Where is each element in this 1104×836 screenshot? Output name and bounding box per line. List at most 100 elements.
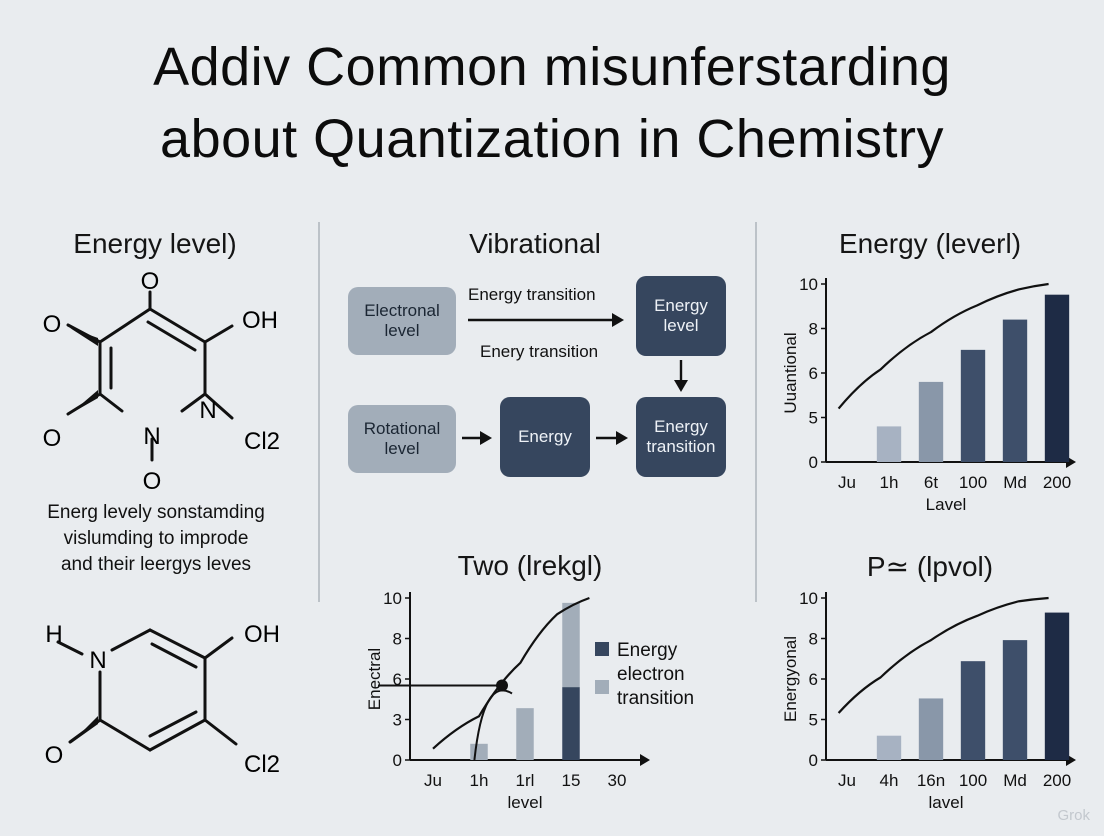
flow-panel-title: Vibrational — [469, 228, 601, 259]
page-title-line2: about Quantization in Chemistry — [160, 109, 944, 169]
left-caption: Energ levely sonstamding vislumding to i… — [20, 500, 292, 578]
y-tick-label: 6 — [393, 670, 402, 689]
energy-level-box: Energy level — [636, 276, 726, 356]
chart1-energy-level: 0 5 6 8 10 Ju 1h 6t 100 Md 200 Lavel Uuantional — [781, 275, 1076, 514]
y-axis-label: Uuantional — [781, 332, 800, 413]
bar-Md — [1002, 319, 1028, 462]
y-tick-label: 8 — [393, 630, 402, 649]
x-tick-label: 1rl — [516, 771, 535, 790]
y-tick-label: 10 — [799, 589, 818, 608]
atom-cl-2: Cl2 — [244, 751, 280, 778]
y-axis-label: Energyonal — [781, 636, 800, 722]
x-tick-label: 15 — [562, 771, 581, 790]
marker-point — [496, 679, 508, 692]
x-axis-label: Lavel — [926, 495, 967, 514]
legend-label-transition: transition — [617, 688, 694, 709]
atom-oh-2: OH — [244, 621, 280, 648]
x-axis-label: lavel — [929, 793, 964, 812]
caption-line-1: Energ levely sonstamding — [47, 502, 265, 523]
y-tick-label: 0 — [393, 751, 402, 770]
bar-4h — [876, 735, 902, 760]
bar-16n — [918, 698, 944, 760]
y-tick-label: 3 — [393, 711, 402, 730]
bar-100 — [960, 349, 986, 462]
molecule-1: O O OH O N N Cl2 O — [43, 268, 280, 495]
legend-swatch-energy — [595, 642, 609, 656]
caption-line-2: vislumding to improde — [63, 528, 249, 549]
y-tick-label: 10 — [799, 275, 818, 294]
atom-h: H — [45, 621, 62, 648]
trend-curve — [837, 282, 1049, 410]
chart1-title: Energy (leverl) — [838, 228, 1022, 259]
x-tick-label: 200 — [1043, 771, 1071, 790]
x-tick-label: Ju — [838, 473, 856, 492]
divider-left — [318, 222, 320, 602]
atom-n-o: O — [143, 468, 162, 495]
atom-n2: N — [199, 397, 216, 424]
x-tick-label: 200 — [1043, 473, 1071, 492]
y-tick-label: 6 — [809, 670, 818, 689]
legend-label-energy: Energy — [617, 640, 678, 661]
x-axis-label: level — [508, 793, 543, 812]
atom-n: N — [89, 647, 106, 674]
atom-n1: N — [143, 423, 160, 450]
energy-transition-box: Energy transition — [636, 397, 726, 477]
transition-label-top: Energy transition — [468, 285, 596, 304]
chart2-two-level: 0 3 6 8 10 Ju 1h 1rl 15 30 level Enectral Energy elec… — [365, 589, 694, 812]
atom-o-top: O — [141, 268, 160, 295]
x-tick-label: 100 — [959, 771, 987, 790]
x-tick-label: 30 — [608, 771, 627, 790]
atom-o-left: O — [43, 311, 62, 338]
x-tick-label: Md — [1003, 473, 1027, 492]
x-tick-label: 16n — [917, 771, 945, 790]
energy-box: Energy — [500, 397, 590, 477]
y-tick-label: 8 — [809, 320, 818, 339]
x-tick-label: 100 — [959, 473, 987, 492]
x-tick-label: 4h — [880, 771, 899, 790]
atom-oh: OH — [242, 307, 278, 334]
bar-15-electron — [562, 602, 580, 688]
watermark: Grok — [1057, 807, 1090, 824]
atom-cl: Cl2 — [244, 428, 280, 455]
bar-100 — [960, 661, 986, 760]
x-tick-label: 1h — [880, 473, 899, 492]
y-tick-label: 6 — [809, 364, 818, 383]
bar-200 — [1044, 294, 1070, 462]
bar-1h — [876, 426, 902, 462]
x-tick-label: 1h — [470, 771, 489, 790]
marker-curve — [473, 689, 513, 761]
chart3-title: P≃ (lpvol) — [866, 551, 994, 582]
x-axis-arrow — [640, 754, 650, 766]
caption-line-3: and their leergys leves — [60, 554, 252, 575]
trend-curve — [837, 596, 1049, 714]
x-tick-label: Md — [1003, 771, 1027, 790]
bar-6t — [918, 381, 944, 462]
bar-15-Energy — [562, 687, 580, 760]
y-axis-label: Enectral — [365, 648, 384, 710]
molecule-2: H N OH O Cl2 — [45, 621, 280, 778]
transition-label-middle: Enery transition — [480, 342, 599, 361]
atom-o-bottom-left: O — [43, 425, 62, 452]
electronal-level-box: Electronal level — [348, 287, 456, 355]
x-tick-label: Ju — [838, 771, 856, 790]
page-title-line1: Addiv Common misunferstarding — [153, 37, 951, 97]
left-panel-title: Energy level) — [73, 228, 237, 259]
y-tick-label: 0 — [809, 751, 818, 770]
rotational-level-box: Rotational level — [348, 405, 456, 473]
x-tick-label: 6t — [924, 473, 938, 492]
y-tick-label: 5 — [809, 711, 818, 730]
y-tick-label: 8 — [809, 630, 818, 649]
divider-right — [755, 222, 757, 602]
chart3-p-level: 0 5 6 8 10 Ju 4h 16n 100 Md 200 lavel Energyonal — [781, 589, 1076, 812]
chart2-title: Two (lrekgl) — [457, 550, 603, 581]
bar-200 — [1044, 612, 1070, 760]
y-tick-label: 5 — [809, 409, 818, 428]
bar-1h-electron — [470, 743, 488, 760]
bar-1rl-electron — [516, 708, 534, 760]
legend-label-electron: electron — [617, 664, 685, 685]
y-tick-label: 10 — [383, 589, 402, 608]
y-tick-label: 0 — [809, 453, 818, 472]
legend-swatch-electron — [595, 680, 609, 694]
x-tick-label: Ju — [424, 771, 442, 790]
